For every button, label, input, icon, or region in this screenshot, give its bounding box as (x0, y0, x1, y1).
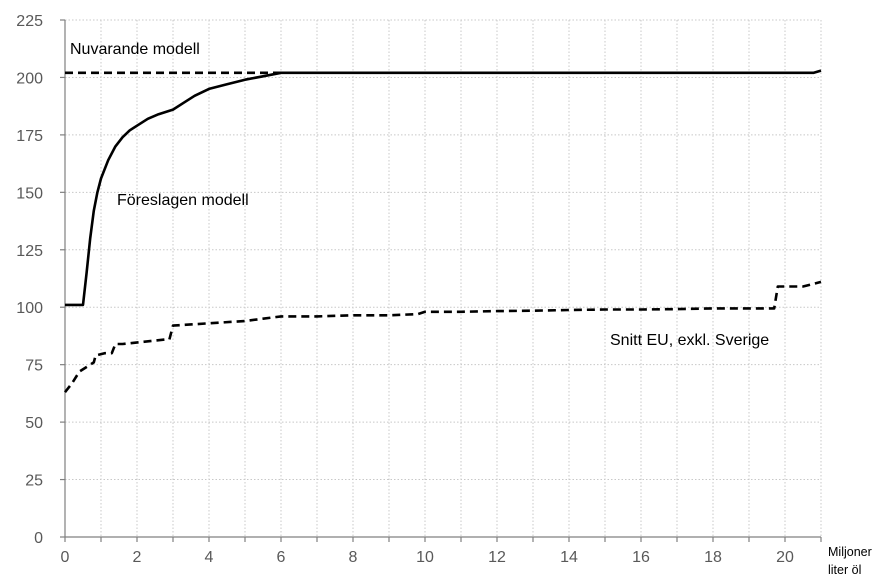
x-tick-label: 14 (560, 549, 578, 566)
x-tick-label: 8 (349, 549, 358, 566)
x-tick-label: 12 (488, 549, 506, 566)
x-tick-label: 4 (205, 549, 214, 566)
x-tick-label: 18 (704, 549, 722, 566)
annotation-snitt-eu: Snitt EU, exkl. Sverige (610, 332, 769, 349)
y-tick-label: 0 (34, 530, 43, 547)
tick-labels: 0 2 4 6 8 10 12 14 16 18 2002550751001251501752002… (16, 13, 794, 566)
y-tick-label: 25 (25, 473, 43, 490)
series-snitt (63, 280, 822, 394)
x-tick-label: 10 (416, 549, 434, 566)
y-tick-label: 225 (16, 13, 43, 30)
y-tick-label: 75 (25, 358, 43, 375)
series (63, 69, 822, 394)
annotation-foreslagen-modell: Föreslagen modell (117, 192, 249, 209)
x-tick-label: 2 (133, 549, 142, 566)
y-tick-label: 175 (16, 128, 43, 145)
y-tick-label: 50 (25, 415, 43, 432)
x-tick-label: 20 (776, 549, 794, 566)
axes (60, 19, 822, 542)
x-unit-label-line2: liter öl (828, 563, 861, 577)
x-tick-label: 16 (632, 549, 650, 566)
series-foreslagen (65, 69, 822, 307)
x-tick-label: 0 (61, 549, 70, 566)
annotation-nuvarande-modell: Nuvarande modell (70, 41, 200, 58)
y-tick-label: 100 (16, 300, 43, 317)
grid (65, 19, 822, 537)
x-tick-label: 6 (277, 549, 286, 566)
y-tick-label: 125 (16, 243, 43, 260)
y-tick-label: 150 (16, 185, 43, 202)
y-tick-label: 200 (16, 70, 43, 87)
x-unit-label-line1: Miljoner (828, 545, 872, 559)
